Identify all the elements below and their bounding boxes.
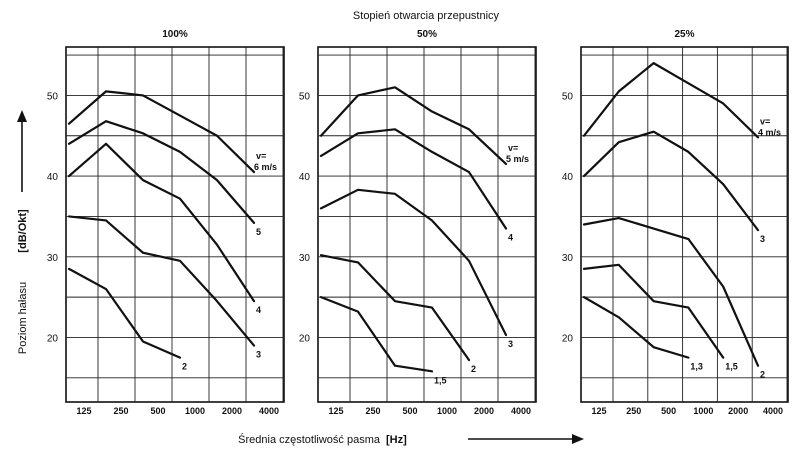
- series-label: 1,5: [725, 362, 738, 372]
- velocity-prefix-label: v=: [508, 143, 518, 153]
- series-label: 5 m/s: [506, 154, 529, 164]
- series-label: 5: [256, 227, 261, 237]
- panel-title: 50%: [417, 29, 437, 40]
- series-label: 4 m/s: [758, 127, 781, 137]
- series-label: 1,3: [690, 362, 703, 372]
- series-line-4: [582, 263, 725, 359]
- y-axis-arrow-icon: [17, 110, 27, 192]
- y-tick-label: 20: [562, 333, 574, 344]
- series-line-3: [319, 188, 508, 337]
- y-tick-label: 30: [47, 253, 59, 264]
- y-tick-label: 50: [299, 91, 311, 102]
- chart-panel-3: 20 30 40 50 125 250 500 1000 2000 4000 25% v=4 m/s 3…: [562, 29, 789, 416]
- series-line-2: [582, 130, 760, 232]
- x-axis-title: Średnia częstotliwość pasma [Hz]: [238, 433, 584, 446]
- velocity-prefix-label: v=: [760, 116, 770, 126]
- x-tick-label: 250: [365, 406, 380, 416]
- series-line-2: [319, 128, 508, 230]
- y-tick-label: 40: [299, 172, 311, 183]
- x-tick-label: 1000: [693, 406, 713, 416]
- series-label: 3: [256, 350, 261, 360]
- x-tick-label: 4000: [259, 406, 279, 416]
- x-axis-arrow-icon: [468, 434, 584, 444]
- x-tick-label: 500: [661, 406, 676, 416]
- x-axis-unit: [Hz]: [386, 434, 407, 446]
- panel-title: 100%: [162, 29, 188, 40]
- y-tick-label: 20: [299, 333, 311, 344]
- panel-title: 25%: [674, 29, 694, 40]
- y-axis-unit: [dB/Okt]: [17, 209, 29, 253]
- series-line-1: [67, 90, 256, 174]
- series-label: 2: [760, 370, 765, 380]
- series-line-5: [319, 296, 434, 373]
- series-label: 3: [760, 234, 765, 244]
- x-tick-label: 250: [626, 406, 641, 416]
- series-label: 6 m/s: [254, 162, 277, 172]
- series-line-1: [582, 62, 760, 139]
- y-tick-label: 50: [47, 91, 59, 102]
- panel-frame: [65, 46, 285, 403]
- x-tick-label: 2000: [728, 406, 748, 416]
- figure-title: Stopień otwarcia przepustnicy: [353, 10, 500, 22]
- x-tick-label: 1000: [437, 406, 457, 416]
- series-line-2: [67, 120, 256, 224]
- y-tick-label: 20: [47, 333, 59, 344]
- y-axis-title: Poziom hałasu [dB/Okt]: [17, 110, 29, 354]
- y-tick-label: 30: [299, 253, 311, 264]
- series-label: 1,5: [434, 375, 447, 385]
- x-tick-label: 500: [402, 406, 417, 416]
- x-tick-label: 250: [113, 406, 128, 416]
- x-tick-label: 125: [591, 406, 606, 416]
- chart-panel-1: 20 30 40 50 125 250 500 1000 2000 4000 100% v=6 m/s…: [47, 29, 285, 416]
- chart-panel-2: 20 30 40 50 125 250 500 1000 2000 4000 50% v=5 m/s 4…: [299, 29, 537, 416]
- series-line-3: [67, 142, 256, 303]
- x-tick-label: 2000: [474, 406, 494, 416]
- series-line-4: [319, 254, 471, 362]
- y-tick-label: 40: [562, 172, 574, 183]
- series-label: 2: [182, 362, 187, 372]
- series-line-3: [582, 216, 760, 367]
- series-line-1: [319, 86, 508, 166]
- y-tick-label: 40: [47, 172, 59, 183]
- panel-frame: [580, 46, 789, 403]
- series-label: 4: [256, 305, 261, 315]
- series-label: 4: [508, 233, 513, 243]
- x-tick-label: 2000: [222, 406, 242, 416]
- panel-frame: [317, 46, 537, 403]
- velocity-prefix-label: v=: [256, 151, 266, 161]
- x-axis-label: Średnia częstotliwość pasma: [238, 433, 381, 446]
- series-label: 2: [471, 364, 476, 374]
- series-line-4: [67, 215, 256, 347]
- x-tick-label: 4000: [763, 406, 783, 416]
- series-line-5: [67, 267, 182, 359]
- y-tick-label: 50: [562, 91, 574, 102]
- series-line-5: [582, 296, 690, 359]
- x-tick-label: 125: [76, 406, 91, 416]
- y-tick-label: 30: [562, 253, 574, 264]
- x-tick-label: 1000: [185, 406, 205, 416]
- series-label: 3: [508, 339, 513, 349]
- x-tick-label: 125: [328, 406, 343, 416]
- x-tick-label: 4000: [511, 406, 531, 416]
- y-axis-label: Poziom hałasu: [17, 282, 29, 354]
- x-tick-label: 500: [150, 406, 165, 416]
